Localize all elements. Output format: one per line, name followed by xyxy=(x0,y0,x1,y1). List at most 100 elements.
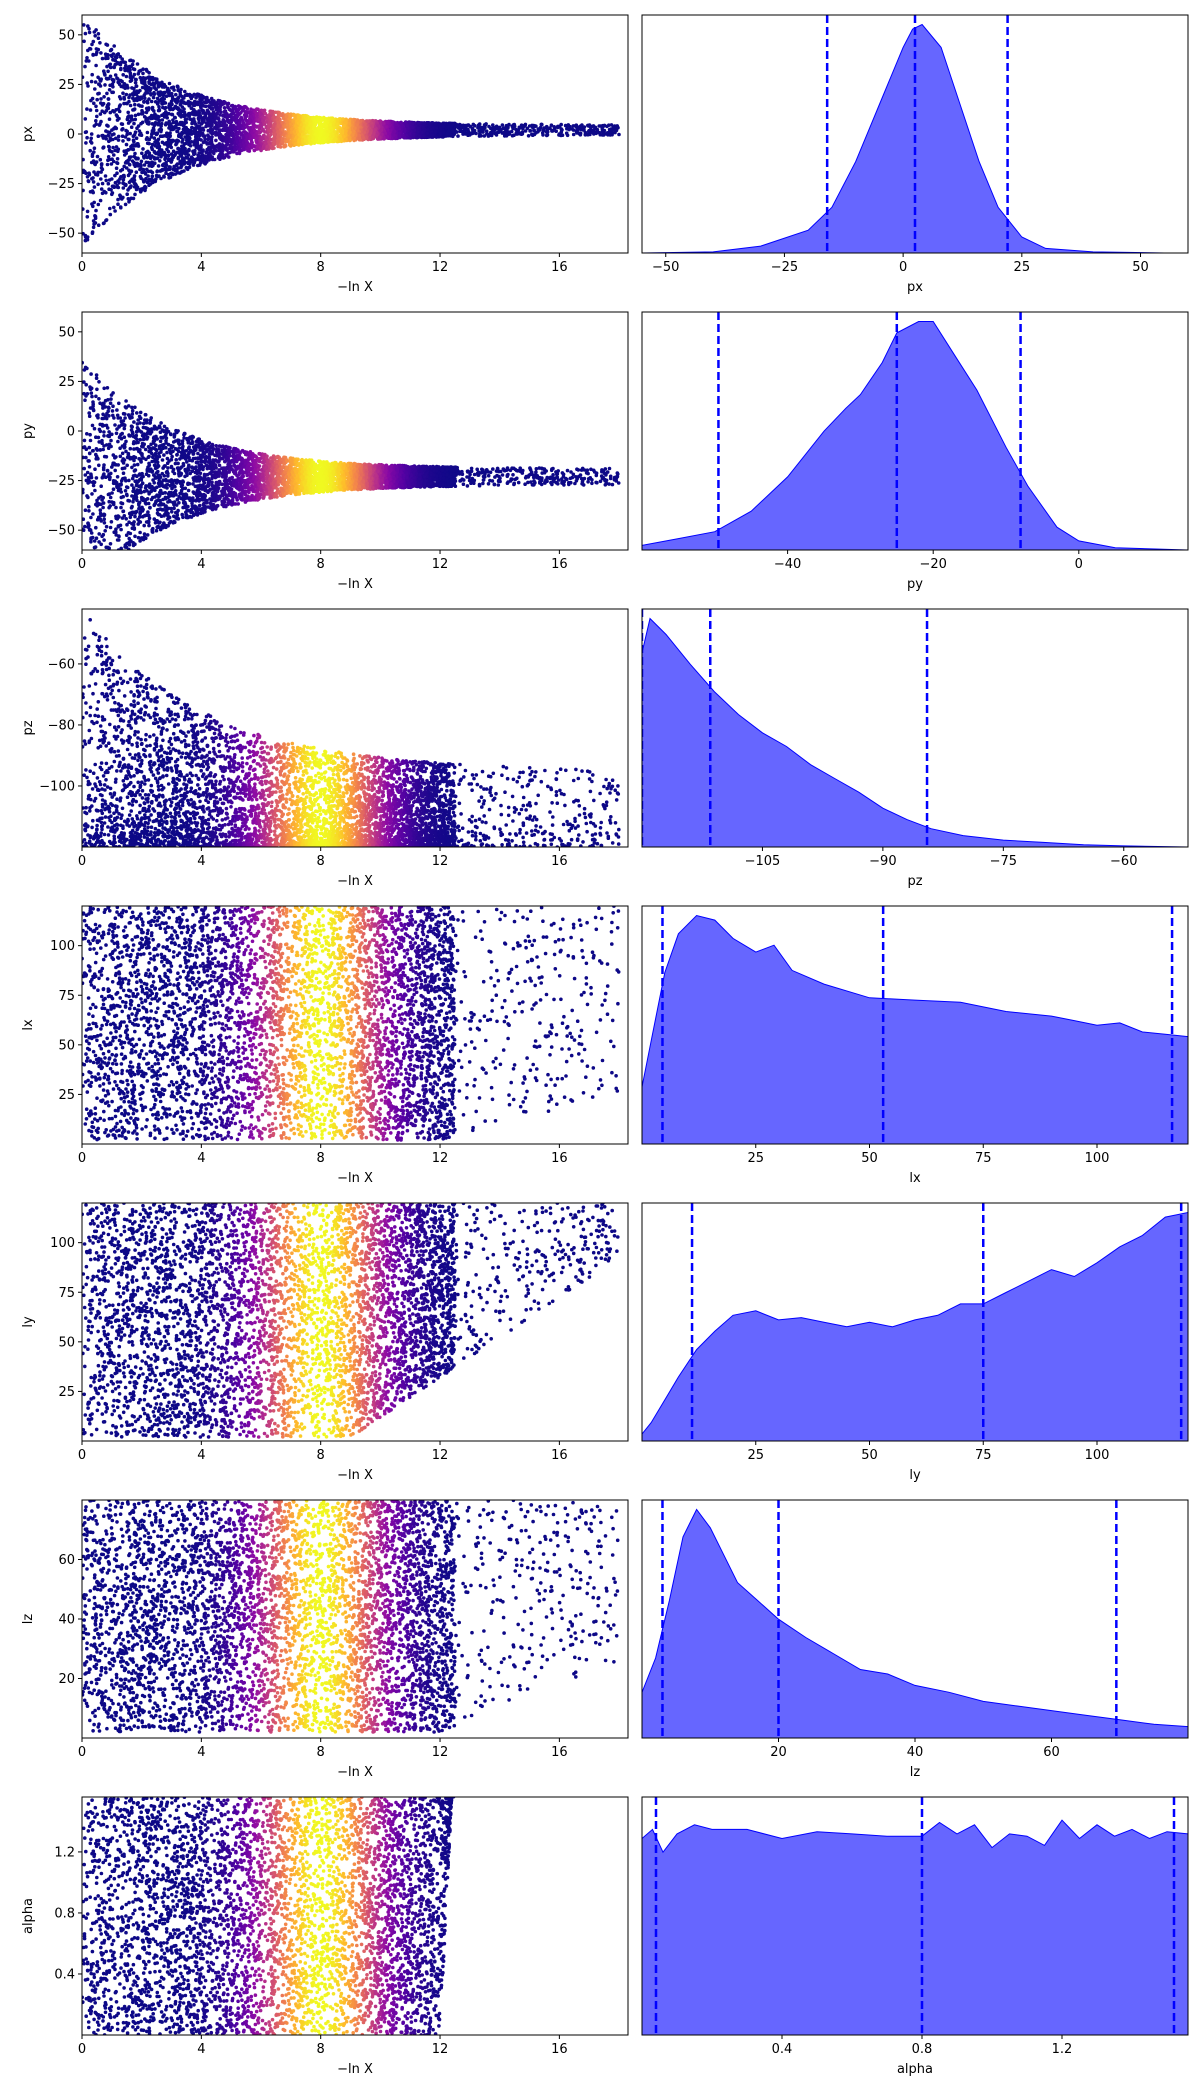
sample-point xyxy=(275,117,280,122)
sample-point xyxy=(230,103,235,108)
sample-point xyxy=(107,187,111,191)
sample-point xyxy=(104,178,108,183)
sample-point xyxy=(308,129,313,134)
sample-point xyxy=(153,140,157,144)
sample-point xyxy=(169,171,173,176)
sample-point xyxy=(366,119,370,124)
sample-point xyxy=(89,98,93,103)
sample-point xyxy=(617,132,621,137)
sample-point xyxy=(98,198,103,203)
sample-point xyxy=(195,100,199,104)
sample-point xyxy=(272,129,277,133)
sample-point xyxy=(130,86,134,90)
sample-point xyxy=(118,205,123,209)
sample-point xyxy=(124,142,129,147)
sample-point xyxy=(239,115,244,120)
sample-point xyxy=(100,109,104,113)
sample-point xyxy=(126,188,130,192)
sample-point xyxy=(155,156,160,160)
sample-point xyxy=(480,125,485,130)
sample-point xyxy=(180,105,185,109)
sample-point xyxy=(261,146,266,150)
sample-point xyxy=(281,127,285,132)
sample-point xyxy=(82,231,85,236)
sample-point xyxy=(135,98,139,103)
sample-point xyxy=(118,54,122,59)
sample-point xyxy=(84,141,88,145)
sample-point xyxy=(229,120,233,125)
sample-point xyxy=(113,180,118,185)
sample-point xyxy=(275,139,280,143)
sample-point xyxy=(160,118,165,122)
sample-point xyxy=(102,71,107,76)
sample-point xyxy=(129,125,134,129)
sample-point xyxy=(116,197,120,202)
sample-point xyxy=(146,174,150,178)
sample-point xyxy=(196,163,200,168)
sample-point xyxy=(108,83,112,88)
sample-point xyxy=(117,116,121,121)
sample-point xyxy=(85,56,89,60)
sample-point xyxy=(181,144,186,149)
sample-point xyxy=(598,124,603,128)
sample-point xyxy=(168,134,172,139)
sample-point xyxy=(181,127,186,132)
sample-point xyxy=(151,95,156,100)
sample-point xyxy=(172,97,177,102)
sample-point xyxy=(133,102,137,107)
sample-point xyxy=(151,81,155,86)
sample-point xyxy=(209,149,214,154)
sample-point xyxy=(112,205,116,210)
sample-point xyxy=(463,128,468,133)
sample-point xyxy=(113,173,117,178)
sample-point xyxy=(98,41,102,45)
sample-point xyxy=(289,143,293,148)
sample-point xyxy=(219,151,223,156)
sample-point xyxy=(530,132,534,137)
sample-point xyxy=(106,158,110,162)
sample-point xyxy=(241,121,246,125)
sample-point xyxy=(91,39,96,44)
sample-point xyxy=(169,160,173,164)
sample-point xyxy=(161,93,166,97)
sample-point xyxy=(507,122,511,127)
sample-point xyxy=(141,71,145,76)
sample-point xyxy=(140,112,145,116)
sample-point xyxy=(127,99,131,104)
sample-point xyxy=(114,166,119,170)
sample-point xyxy=(156,144,161,148)
sample-point xyxy=(179,164,184,168)
sample-point xyxy=(118,169,123,173)
sample-point xyxy=(91,190,95,195)
sample-point xyxy=(171,167,176,171)
sample-point xyxy=(155,140,160,145)
sample-point xyxy=(500,123,505,127)
sample-point xyxy=(235,140,240,144)
sample-point xyxy=(115,76,119,80)
sample-point xyxy=(106,133,111,138)
sample-point xyxy=(476,123,481,127)
sample-point xyxy=(159,176,163,181)
sample-point xyxy=(107,130,112,135)
sample-point xyxy=(105,162,110,167)
sample-point xyxy=(321,137,326,142)
sample-point xyxy=(111,145,115,150)
sample-point xyxy=(114,136,118,141)
sample-point xyxy=(191,163,196,167)
sample-point xyxy=(209,136,213,140)
sample-point xyxy=(118,177,122,181)
sample-point xyxy=(458,129,463,133)
sample-point xyxy=(162,115,167,119)
sample-point xyxy=(257,130,262,135)
sample-point xyxy=(158,159,162,163)
sample-point xyxy=(215,127,219,131)
sample-point xyxy=(272,136,277,140)
sample-point xyxy=(134,170,139,174)
sample-point xyxy=(152,92,157,96)
sample-point xyxy=(112,153,116,157)
sample-point xyxy=(192,108,196,112)
sample-point xyxy=(147,162,152,166)
sample-point xyxy=(136,124,141,128)
sample-point xyxy=(165,131,169,135)
sample-point xyxy=(537,128,542,132)
